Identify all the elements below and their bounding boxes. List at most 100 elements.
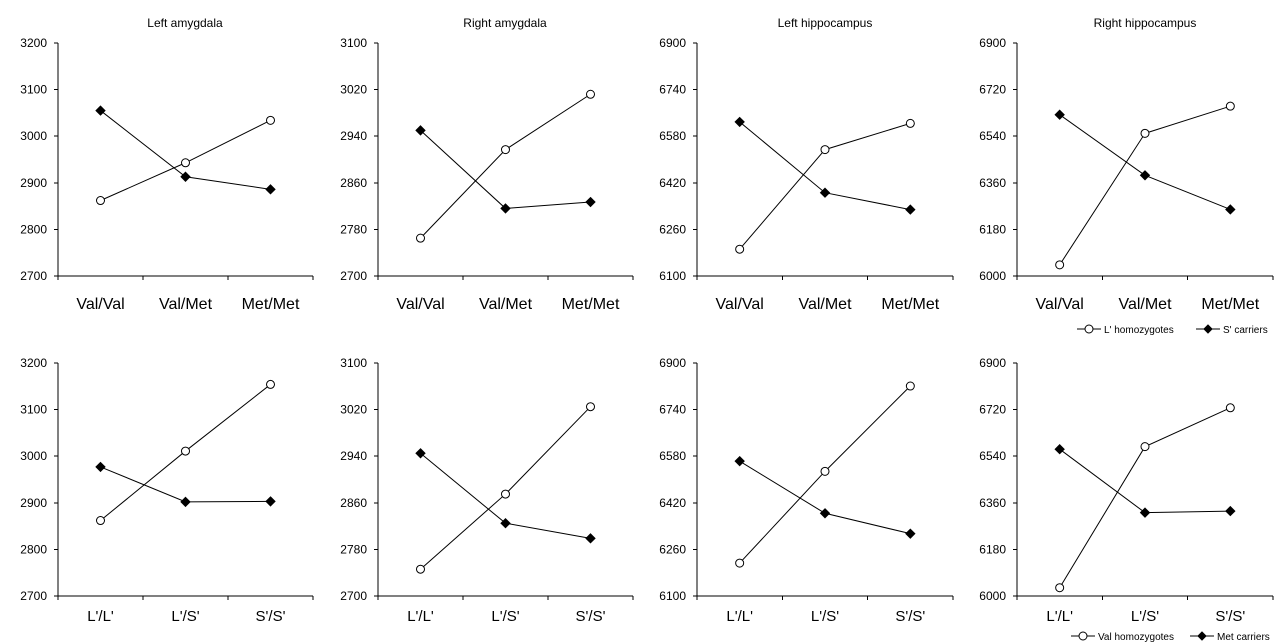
data-point-met-carriers [95,461,106,473]
data-point-s-carriers [265,184,276,195]
y-tick-label: 6420 [659,176,686,190]
y-tick-label: 3100 [340,36,367,50]
x-tick-label: L'/L' [407,608,434,625]
y-tick-label: 6900 [659,356,686,370]
data-point-s-carriers [1054,109,1065,120]
x-tick-label: Met/Met [562,296,620,313]
data-point-l-homozygotes [501,145,510,155]
data-point-met-carriers [1139,507,1151,518]
data-point-met-carriers [585,533,596,544]
panel-left-amygdala-genotype: Left amygdala 3200 3100 3000 2900 2800 2700 Va… [20,16,314,313]
y-tick-label: 6000 [979,589,1006,603]
panel-title: Left hippocampus [778,16,873,30]
y-tick-label: 6360 [979,176,1006,190]
y-tick-label: 6740 [659,83,686,97]
legend-top: L' homozygotes S' carriers [1077,324,1268,336]
data-point-met-carriers [905,528,916,539]
y-tick-label: 2700 [20,269,47,283]
x-tick-label: L'/S' [171,608,199,625]
legend-label-met-carriers: Met carriers [1217,632,1270,643]
data-point-l-homozygotes [820,145,830,155]
x-tick-label: Val/Met [1118,296,1172,313]
y-tick-label: 6540 [979,449,1006,463]
panel-right-amygdala-5httlpr: 3100 3020 2940 2860 2780 2700 L'/L' L'/S' S'/S' [340,356,634,625]
y-tick-label: 6720 [979,403,1006,417]
y-tick-label: 2940 [340,449,367,463]
y-tick-label: 2900 [20,496,47,510]
x-tick-label: Val/Met [159,296,213,313]
x-tick-label: Val/Val [1036,296,1084,313]
y-tick-label: 3020 [340,403,367,417]
legend-label-s-carriers: S' carriers [1223,325,1268,336]
y-tick-label: 3000 [20,449,47,463]
data-point-s-carriers [734,116,745,128]
y-tick-label: 6580 [659,129,686,143]
series-line-val-homozygotes [1059,407,1231,588]
y-tick-label: 6420 [659,496,686,510]
data-point-s-carriers [905,204,916,215]
data-point-val-homozygotes [416,564,425,574]
data-point-val-homozygotes [1225,403,1235,413]
x-tick-label: L'/L' [87,608,114,625]
y-tick-label: 2940 [340,129,367,143]
panel-title: Left amygdala [147,16,223,30]
data-point-val-homozygotes [735,558,745,568]
legend-marker-val-homozygotes [1078,631,1088,641]
data-point-l-homozygotes [416,233,425,243]
y-tick-label: 6900 [979,356,1006,370]
data-point-met-carriers [1054,444,1065,455]
data-point-l-homozygotes [181,158,190,168]
y-tick-label: 3200 [20,356,47,370]
panel-left-amygdala-5httlpr: 3200 3100 3000 2900 2800 2700 L'/L' L'/S' S'/S' [20,356,314,625]
data-point-l-homozygotes [1055,260,1065,270]
x-tick-label: Met/Met [242,296,300,313]
y-tick-label: 3000 [20,129,47,143]
x-tick-label: S'/S' [256,608,286,625]
x-tick-label: L'/S' [491,608,519,625]
legend-marker-s-carriers [1203,324,1213,334]
data-point-s-carriers [95,105,106,116]
y-tick-label: 6580 [659,449,686,463]
panel-left-hippocampus-5httlpr: 6900 6740 6580 6420 6260 6100 L'/L' L'/S' S'/S' [659,356,954,625]
data-point-val-homozygotes [586,402,595,412]
series-line-met-carriers [1059,448,1231,514]
y-tick-label: 2700 [340,589,367,603]
y-tick-label: 6260 [659,542,686,556]
data-point-s-carriers [500,203,511,214]
x-tick-label: S'/S' [895,608,925,625]
y-tick-label: 2780 [340,542,367,556]
x-tick-label: Val/Val [716,296,764,313]
data-point-l-homozygotes [1140,128,1150,138]
legend-bottom: Val homozygotes Met carriers [1071,631,1270,643]
data-point-l-homozygotes [96,196,105,206]
data-point-met-carriers [180,496,191,508]
y-tick-label: 2900 [20,176,47,190]
legend-label-val-homozygotes: Val homozygotes [1098,632,1174,643]
y-tick-label: 6900 [979,36,1006,50]
y-tick-label: 3100 [340,356,367,370]
data-point-s-carriers [585,196,596,208]
data-point-l-homozygotes [735,244,745,254]
y-tick-label: 2700 [340,269,367,283]
data-point-met-carriers [415,448,426,459]
y-tick-label: 2700 [20,589,47,603]
y-tick-label: 6360 [979,496,1006,510]
data-point-val-homozygotes [1055,583,1065,593]
data-point-met-carriers [265,496,276,507]
legend-label-l-homozygotes: L' homozygotes [1104,325,1174,336]
data-point-l-homozygotes [905,118,915,128]
y-tick-label: 6000 [979,269,1006,283]
x-tick-label: L'/S' [1131,608,1159,625]
series-line-l-homozygotes [420,93,591,239]
series-line-met-carriers [100,466,271,503]
x-tick-label: Val/Met [479,296,533,313]
y-tick-label: 3100 [20,403,47,417]
y-tick-label: 6720 [979,83,1006,97]
x-tick-label: Val/Met [798,296,852,313]
x-tick-label: L'/L' [726,608,753,625]
panel-right-hippocampus-genotype: Right hippocampus 6900 6720 6540 6360 6180 60… [979,16,1274,313]
y-tick-label: 2800 [20,222,47,236]
series-line-s-carriers [420,130,591,209]
series-line-val-homozygotes [420,406,591,570]
